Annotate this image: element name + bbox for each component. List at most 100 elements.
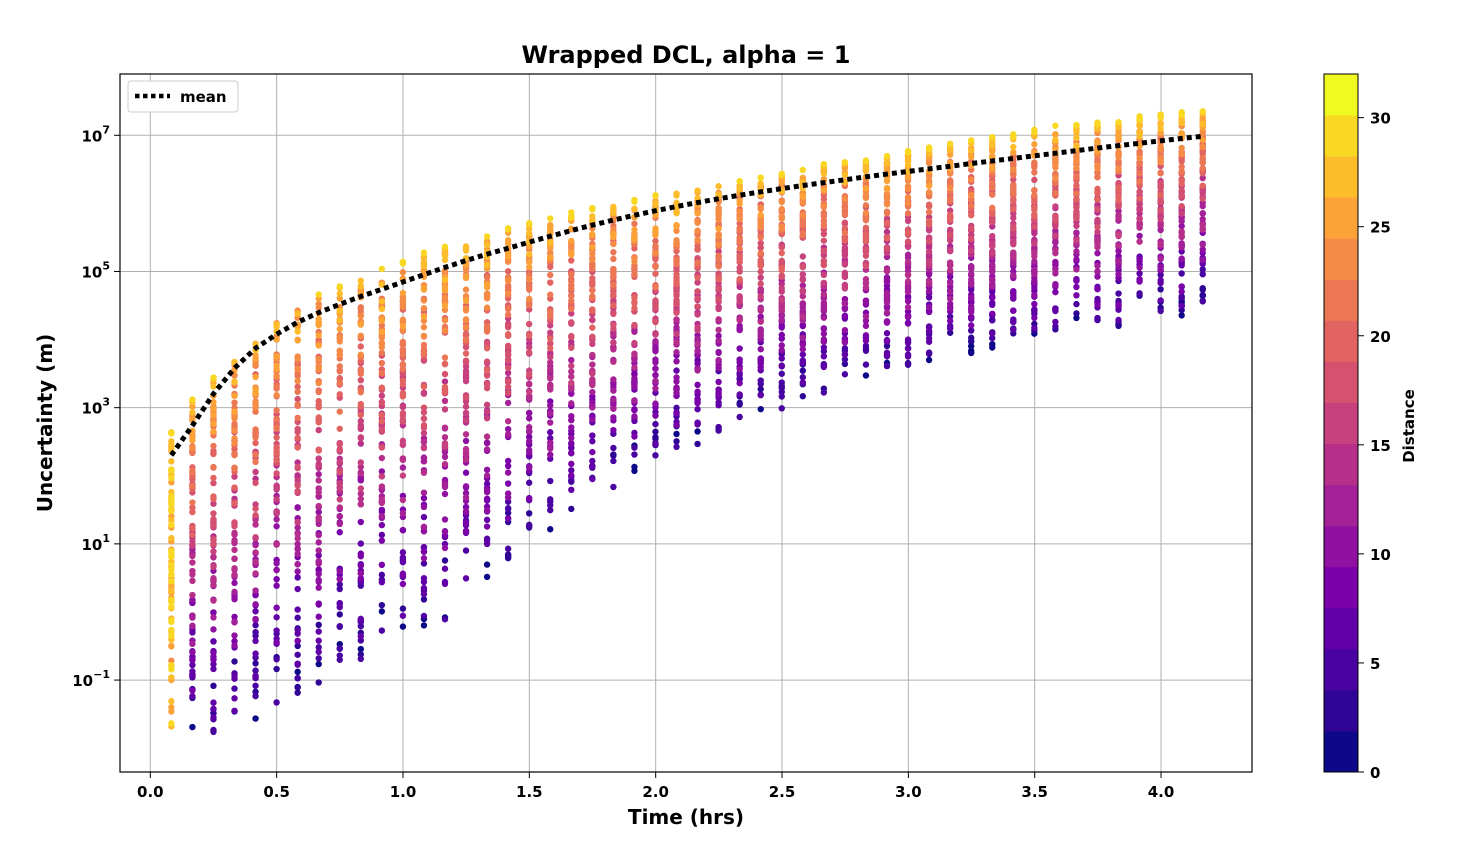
- scatter-point: [946, 305, 954, 312]
- scatter-point: [420, 489, 428, 496]
- scatter-point: [1010, 171, 1017, 179]
- scatter-point: [1073, 277, 1080, 284]
- scatter-point: [1031, 223, 1038, 231]
- scatter-point: [504, 399, 512, 407]
- scatter-point: [1136, 232, 1143, 240]
- scatter-point: [925, 356, 933, 364]
- scatter-point: [252, 608, 259, 615]
- scatter-point: [1115, 257, 1122, 265]
- scatter-point: [1115, 242, 1122, 249]
- scatter-point: [273, 509, 280, 517]
- scatter-point: [315, 455, 322, 462]
- scatter-point: [967, 279, 975, 287]
- scatter-point: [189, 508, 196, 516]
- scatter-point: [631, 364, 638, 371]
- scatter-point: [483, 507, 491, 514]
- scatter-point: [420, 590, 428, 598]
- scatter-point: [631, 463, 638, 471]
- scatter-point: [336, 576, 343, 583]
- scatter-point: [189, 596, 196, 604]
- scatter-point: [315, 462, 322, 469]
- scatter-point: [420, 444, 428, 452]
- scatter-point: [989, 180, 996, 187]
- scatter-point: [294, 585, 301, 593]
- scatter-point: [799, 166, 807, 174]
- scatter-point: [925, 350, 933, 358]
- scatter-point: [420, 584, 428, 592]
- scatter-point: [357, 333, 365, 340]
- scatter-point: [925, 253, 933, 260]
- scatter-point: [673, 430, 680, 438]
- scatter-point: [1178, 255, 1185, 262]
- scatter-point: [820, 230, 828, 238]
- scatter-point: [904, 353, 912, 360]
- scatter-point: [736, 245, 743, 252]
- scatter-point: [525, 381, 533, 388]
- scatter-point: [610, 414, 617, 421]
- scatter-point: [294, 472, 301, 479]
- scatter-point: [462, 519, 470, 527]
- scatter-point: [357, 440, 365, 447]
- scatter-point: [778, 288, 785, 295]
- scatter-point: [757, 285, 764, 293]
- scatter-point: [483, 516, 491, 524]
- scatter-point: [273, 582, 280, 589]
- scatter-point: [652, 318, 659, 325]
- scatter-point: [1031, 258, 1038, 265]
- scatter-point: [715, 212, 722, 220]
- scatter-point: [1094, 188, 1101, 195]
- scatter-point: [441, 565, 449, 572]
- scatter-point: [252, 637, 259, 645]
- scatter-point: [652, 359, 659, 366]
- scatter-point: [694, 336, 701, 343]
- scatter-point: [841, 219, 849, 226]
- scatter-point: [1199, 165, 1206, 172]
- scatter-point: [441, 388, 449, 396]
- scatter-point: [357, 277, 365, 284]
- scatter-point: [799, 174, 807, 181]
- scatter-point: [420, 350, 428, 357]
- scatter-point: [315, 600, 322, 607]
- scatter-point: [673, 358, 680, 365]
- scatter-point: [1094, 119, 1101, 126]
- scatter-point: [568, 237, 575, 245]
- scatter-point: [862, 279, 870, 286]
- scatter-point: [778, 197, 785, 205]
- scatter-point: [589, 475, 596, 483]
- scatter-point: [1157, 279, 1164, 287]
- scatter-point: [568, 356, 575, 364]
- scatter-point: [315, 655, 322, 662]
- scatter-point: [946, 317, 954, 325]
- scatter-point: [547, 279, 554, 286]
- scatter-point: [273, 434, 280, 441]
- scatter-point: [1136, 128, 1143, 136]
- scatter-point: [841, 360, 849, 368]
- scatter-point: [420, 513, 428, 521]
- scatter-point: [589, 287, 596, 294]
- scatter-point: [1178, 283, 1185, 290]
- scatter-point: [883, 166, 891, 173]
- scatter-point: [168, 488, 175, 496]
- scatter-point: [168, 720, 175, 727]
- scatter-point: [736, 275, 743, 283]
- scatter-point: [862, 209, 870, 217]
- scatter-point: [168, 704, 175, 711]
- scatter-point: [631, 294, 638, 302]
- colorbar-band: [1324, 238, 1358, 280]
- scatter-point: [757, 306, 764, 313]
- scatter-point: [231, 392, 238, 400]
- scatter-point: [1136, 264, 1143, 271]
- scatter-point: [252, 622, 259, 629]
- scatter-point: [610, 255, 617, 263]
- scatter-point: [904, 282, 912, 290]
- scatter-point: [610, 330, 617, 338]
- scatter-point: [610, 249, 617, 256]
- scatter-point: [694, 395, 701, 403]
- scatter-point: [757, 211, 764, 219]
- scatter-point: [547, 410, 554, 417]
- scatter-point: [336, 408, 343, 415]
- scatter-point: [736, 283, 743, 291]
- scatter-point: [357, 434, 365, 442]
- scatter-point: [420, 415, 428, 422]
- scatter-point: [210, 638, 217, 645]
